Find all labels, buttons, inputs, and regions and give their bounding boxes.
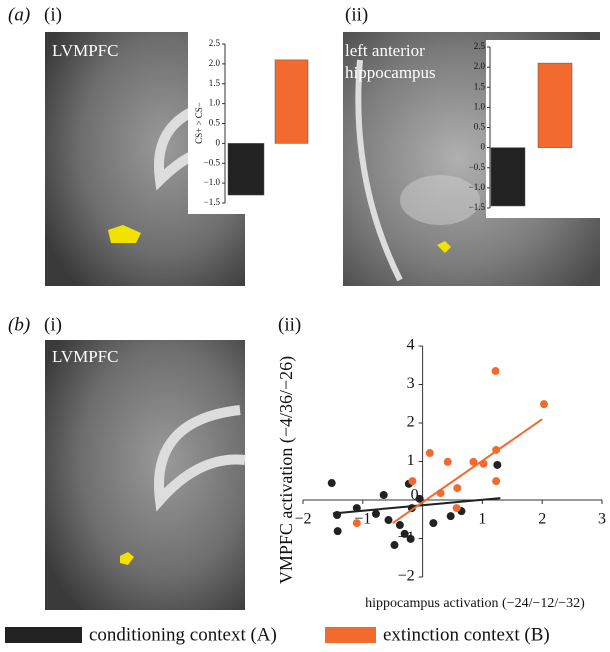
region-label: left anterior hippocampus — [345, 41, 436, 82]
point — [453, 484, 462, 493]
y-tick-label: −0.5 — [204, 157, 221, 167]
x-tick-label: 2 — [538, 511, 546, 528]
bar — [227, 143, 265, 196]
panel-label: (ii) — [278, 314, 301, 335]
panel-label: (ii) — [345, 4, 368, 25]
y-tick-label: 4 — [407, 337, 415, 354]
point — [390, 541, 399, 550]
panel-label: (i) — [44, 314, 62, 335]
point — [352, 519, 361, 528]
point — [415, 494, 424, 503]
y-tick-label: 2 — [407, 414, 415, 431]
y-axis-label: CS+ > CS− — [194, 102, 204, 144]
point — [352, 504, 361, 513]
brain-image-b-i — [45, 340, 246, 610]
point — [379, 490, 388, 499]
point — [446, 512, 455, 521]
y-tick-label: 2.5 — [209, 38, 221, 48]
y-tick-label: −1.0 — [469, 182, 486, 192]
point — [425, 449, 434, 458]
point — [371, 509, 380, 518]
x-tick-label: 0 — [411, 487, 419, 504]
legend-swatch — [325, 627, 376, 643]
bar — [490, 147, 526, 207]
legend-label: extinction context (B) — [383, 624, 550, 645]
panel-letter: (a) — [8, 4, 30, 25]
point — [400, 529, 409, 538]
point — [429, 519, 438, 528]
point — [452, 504, 461, 513]
y-tick-label: 0.5 — [474, 122, 486, 132]
x-tick-label: 1 — [478, 511, 486, 528]
y-tick-label: 1.0 — [474, 101, 486, 111]
point — [327, 479, 336, 488]
bar — [537, 62, 573, 148]
point — [333, 527, 342, 536]
legend: conditioning context (A) extinction conte… — [5, 624, 550, 645]
y-tick-label: 1.5 — [209, 78, 221, 88]
point — [406, 534, 415, 543]
point — [469, 457, 478, 466]
x-axis-label: hippocampus activation (−24/−12/−32) — [365, 596, 585, 611]
y-tick-label: −1.0 — [204, 177, 221, 187]
y-tick-label: 0 — [481, 142, 486, 152]
y-tick-label: 1.5 — [474, 81, 486, 91]
region-label: LVMPFC — [52, 41, 118, 60]
fit-line — [392, 418, 543, 524]
point — [491, 367, 500, 376]
region-label: LVMPFC — [52, 347, 118, 366]
point — [492, 477, 501, 486]
bar — [274, 59, 309, 144]
point — [539, 400, 548, 409]
y-tick-label: 2.0 — [209, 58, 221, 68]
y-tick-label: −2 — [398, 568, 415, 585]
y-tick-label: 3 — [407, 375, 415, 392]
y-tick-label: −1.5 — [469, 202, 486, 212]
panel-label: (i) — [44, 4, 62, 25]
legend-swatch — [5, 627, 82, 643]
y-tick-label: 0.5 — [209, 118, 221, 128]
point — [443, 457, 452, 466]
region-box: left anterior hippocampus — [345, 41, 436, 82]
y-axis-label: VMPFC activation (−4/36/−26) — [276, 356, 297, 584]
y-tick-label: −0.5 — [469, 162, 486, 172]
point — [408, 477, 417, 486]
point — [384, 516, 393, 525]
x-tick-label: −2 — [294, 511, 311, 528]
y-tick-label: 0 — [216, 137, 221, 147]
y-tick-label: 1.0 — [209, 98, 221, 108]
y-tick-label: 1 — [407, 452, 415, 469]
point — [395, 521, 404, 530]
legend-label: conditioning context (A) — [89, 624, 277, 645]
y-tick-label: −1.5 — [204, 197, 221, 207]
point — [493, 460, 502, 469]
y-tick-label: 2.0 — [474, 61, 486, 71]
panel-letter: (b) — [8, 314, 30, 335]
x-tick-label: 3 — [598, 511, 606, 528]
y-tick-label: 2.5 — [474, 41, 486, 51]
